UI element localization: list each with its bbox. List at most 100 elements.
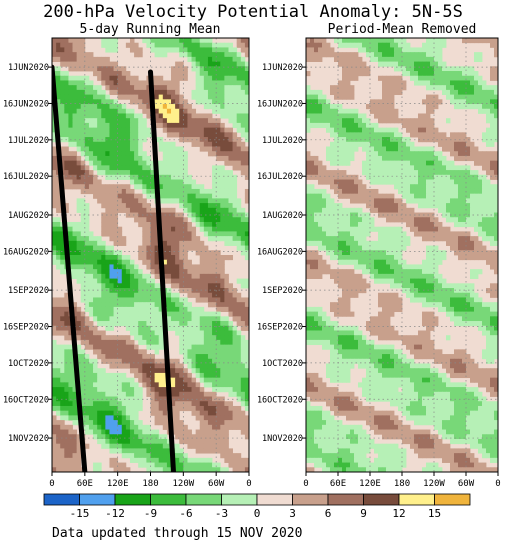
heatmap-cell bbox=[88, 99, 94, 105]
heatmap-cell bbox=[318, 99, 323, 105]
heatmap-cell bbox=[207, 339, 213, 346]
heatmap-cell bbox=[175, 273, 180, 279]
heatmap-cell bbox=[207, 424, 213, 430]
heatmap-cell bbox=[354, 146, 359, 152]
heatmap-cell bbox=[105, 47, 110, 53]
heatmap-cell bbox=[142, 38, 147, 44]
heatmap-cell bbox=[101, 160, 106, 166]
heatmap-cell bbox=[402, 165, 407, 171]
heatmap-cell bbox=[232, 165, 238, 171]
heatmap-cell bbox=[179, 99, 184, 105]
heatmap-cell bbox=[175, 165, 180, 171]
heatmap-cell bbox=[398, 61, 403, 67]
heatmap-cell bbox=[216, 108, 221, 114]
heatmap-cell bbox=[175, 453, 180, 459]
heatmap-cell bbox=[244, 132, 249, 138]
heatmap-cell bbox=[474, 99, 479, 105]
heatmap-cell bbox=[154, 311, 160, 317]
heatmap-cell bbox=[398, 75, 403, 81]
heatmap-cell bbox=[154, 94, 160, 100]
heatmap-cell bbox=[162, 401, 168, 407]
heatmap-cell bbox=[113, 122, 119, 129]
heatmap-cell bbox=[438, 137, 443, 143]
heatmap-cell bbox=[142, 297, 147, 303]
heatmap-cell bbox=[438, 203, 443, 209]
heatmap-cell bbox=[109, 99, 114, 105]
heatmap-cell bbox=[187, 245, 192, 251]
heatmap-cell bbox=[117, 226, 123, 232]
heatmap-cell bbox=[60, 240, 65, 246]
heatmap-cell bbox=[203, 264, 209, 270]
heatmap-cell bbox=[129, 155, 135, 162]
heatmap-cell bbox=[482, 207, 487, 213]
heatmap-cell bbox=[314, 165, 319, 171]
heatmap-cell bbox=[52, 236, 57, 242]
heatmap-cell bbox=[228, 71, 233, 77]
heatmap-cell bbox=[236, 420, 242, 426]
heatmap-cell bbox=[109, 151, 114, 157]
heatmap-cell bbox=[154, 358, 160, 364]
heatmap-cell bbox=[494, 66, 498, 72]
heatmap-cell bbox=[446, 71, 451, 77]
heatmap-cell bbox=[101, 193, 106, 199]
heatmap-cell bbox=[216, 47, 221, 53]
heatmap-cell bbox=[199, 344, 205, 350]
heatmap-cell bbox=[166, 184, 172, 190]
heatmap-cell bbox=[97, 240, 102, 246]
heatmap-cell bbox=[56, 108, 61, 114]
heatmap-cell bbox=[142, 453, 147, 459]
heatmap-cell bbox=[232, 339, 238, 346]
heatmap-cell bbox=[60, 358, 65, 364]
heatmap-cell bbox=[72, 118, 78, 124]
heatmap-cell bbox=[162, 453, 168, 459]
heatmap-cell bbox=[244, 155, 249, 162]
heatmap-cell bbox=[134, 80, 139, 86]
heatmap-cell bbox=[56, 354, 61, 360]
heatmap-cell bbox=[117, 443, 123, 449]
heatmap-cell bbox=[414, 174, 419, 180]
heatmap-cell bbox=[93, 306, 98, 313]
heatmap-cell bbox=[56, 325, 61, 331]
heatmap-cell bbox=[138, 127, 143, 133]
heatmap-cell bbox=[199, 127, 205, 133]
heatmap-cell bbox=[330, 118, 335, 124]
heatmap-cell bbox=[454, 151, 459, 157]
heatmap-cell bbox=[175, 401, 180, 407]
heatmap-cell bbox=[228, 330, 233, 336]
heatmap-cell bbox=[228, 415, 233, 421]
heatmap-cell bbox=[146, 325, 151, 331]
heatmap-cell bbox=[382, 179, 387, 185]
heatmap-cell bbox=[212, 259, 217, 265]
heatmap-cell bbox=[195, 217, 201, 223]
heatmap-cell bbox=[60, 424, 65, 430]
heatmap-cell bbox=[146, 184, 151, 190]
heatmap-cell bbox=[322, 104, 327, 110]
heatmap-cell bbox=[346, 56, 351, 62]
heatmap-cell bbox=[134, 410, 139, 416]
heatmap-cell bbox=[52, 453, 57, 459]
heatmap-cell bbox=[166, 292, 172, 298]
heatmap-cell bbox=[52, 391, 57, 397]
heatmap-cell bbox=[97, 122, 102, 129]
heatmap-cell bbox=[216, 358, 221, 364]
heatmap-cell bbox=[203, 113, 209, 119]
heatmap-cell bbox=[482, 89, 487, 96]
heatmap-cell bbox=[80, 410, 86, 416]
heatmap-cell bbox=[438, 85, 443, 91]
heatmap-cell bbox=[446, 184, 451, 190]
heatmap-cell bbox=[216, 316, 221, 322]
heatmap-cell bbox=[240, 311, 246, 317]
heatmap-cell bbox=[212, 438, 217, 445]
heatmap-cell bbox=[478, 160, 483, 166]
heatmap-cell bbox=[398, 137, 403, 143]
heatmap-cell bbox=[474, 85, 479, 91]
heatmap-cell bbox=[150, 363, 155, 369]
heatmap-cell bbox=[187, 339, 192, 346]
heatmap-cell bbox=[64, 415, 69, 421]
heatmap-cell bbox=[150, 160, 155, 166]
heatmap-cell bbox=[125, 283, 131, 289]
heatmap-cell bbox=[97, 372, 102, 379]
heatmap-cell bbox=[56, 391, 61, 397]
heatmap-cell bbox=[84, 283, 90, 289]
heatmap-cell bbox=[382, 47, 387, 53]
